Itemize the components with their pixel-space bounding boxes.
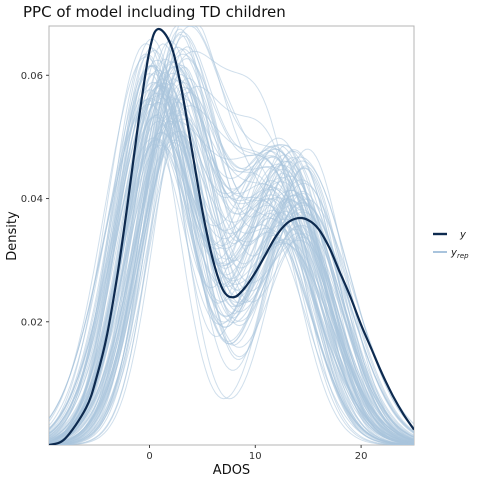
y-axis-ticks: 0.02 0.04 0.06 bbox=[21, 71, 49, 328]
x-axis-label: ADOS bbox=[213, 463, 250, 478]
y-tick-label: 0.04 bbox=[21, 194, 43, 205]
legend-label-subscript: rep bbox=[457, 252, 469, 260]
x-tick-label: 0 bbox=[146, 451, 152, 462]
x-tick-label: 10 bbox=[249, 451, 262, 462]
legend-label: y bbox=[459, 230, 467, 241]
y-axis-label: Density bbox=[5, 211, 20, 261]
plot-panel bbox=[49, 26, 414, 445]
x-tick-label: 20 bbox=[355, 451, 368, 462]
y-tick-label: 0.02 bbox=[21, 317, 43, 328]
x-axis-ticks: 0 10 20 bbox=[146, 445, 367, 462]
y-tick-label: 0.06 bbox=[21, 71, 43, 82]
legend: yy rep bbox=[433, 230, 469, 261]
